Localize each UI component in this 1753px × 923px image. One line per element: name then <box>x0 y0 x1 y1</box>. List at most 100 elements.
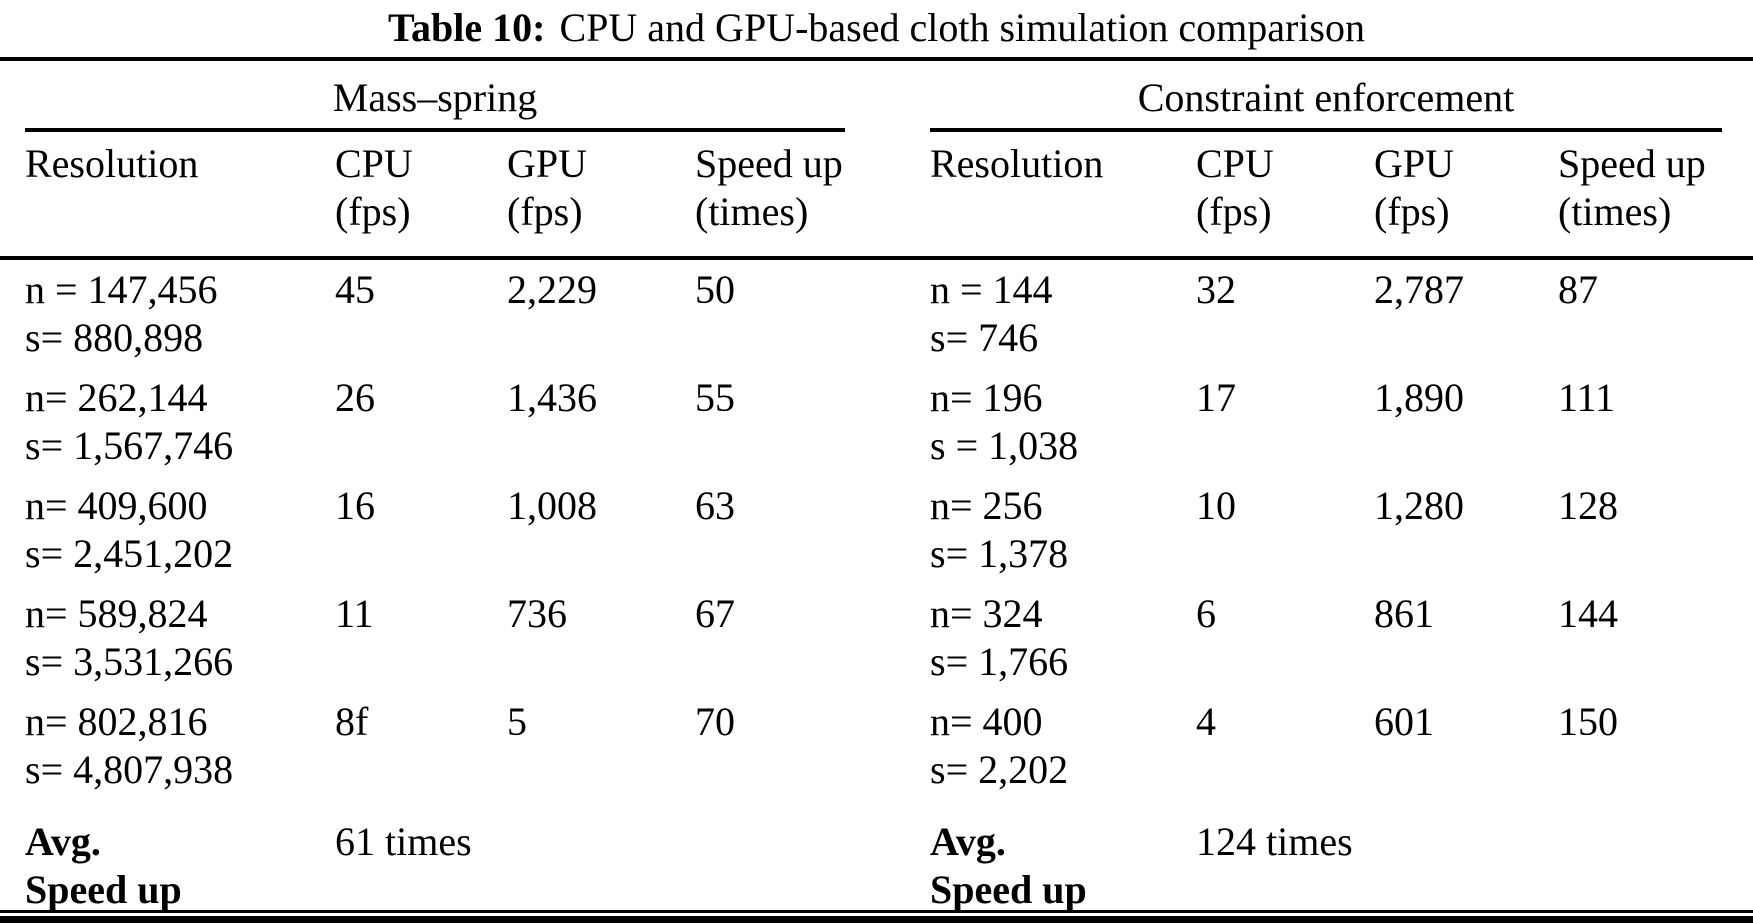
column-header-label: Resolution <box>930 141 1104 186</box>
nodes-value: n= 409,600 <box>25 483 208 528</box>
speedup-cell: 87 <box>1558 267 1598 312</box>
springs-value: s= 3,531,266 <box>25 639 234 684</box>
column-header-label: Speed up <box>695 141 843 186</box>
column-header-cpu: CPU (fps) <box>335 140 507 236</box>
column-header-cpu: CPU (fps) <box>1196 140 1374 236</box>
table-body: n = 144 s= 746 32 2,787 87 n= 196 s = 1,… <box>930 266 1722 914</box>
nodes-value: n = 147,456 <box>25 267 218 312</box>
gpu-fps-cell: 5 <box>507 699 527 744</box>
springs-value: s= 1,567,746 <box>25 423 234 468</box>
column-headers: Resolution CPU (fps) GPU (fps) Speed up … <box>930 140 1722 236</box>
cpu-fps-cell: 4 <box>1196 699 1216 744</box>
nodes-value: n = 144 <box>930 267 1053 312</box>
speedup-cell: 55 <box>695 375 735 420</box>
gpu-fps-cell: 601 <box>1374 699 1434 744</box>
avg-speedup-value: 124 times <box>1196 819 1353 864</box>
column-header-gpu: GPU (fps) <box>1374 140 1558 236</box>
column-header-label: GPU <box>1374 141 1455 186</box>
nodes-value: n= 196 <box>930 375 1043 420</box>
constraint-enforcement-panel: Constraint enforcement Resolution CPU (f… <box>930 0 1722 923</box>
resolution-cell: n= 409,600 s= 2,451,202 <box>25 482 335 578</box>
avg-label-line2: Speed up <box>930 867 1087 912</box>
column-header-unit: (fps) <box>507 189 583 234</box>
avg-label-line1: Avg. <box>930 819 1006 864</box>
avg-speedup-row: Avg. Speed up 124 times <box>930 818 1722 914</box>
table-row: n= 409,600 s= 2,451,202 16 1,008 63 <box>25 482 845 590</box>
cpu-fps-cell: 17 <box>1196 375 1236 420</box>
table-caption: Table 10: CPU and GPU-based cloth simulat… <box>0 4 1753 52</box>
column-header-label: CPU <box>335 141 413 186</box>
resolution-cell: n= 256 s= 1,378 <box>930 482 1196 578</box>
table-title-text: CPU and GPU-based cloth simulation compa… <box>559 5 1365 50</box>
gpu-fps-cell: 1,280 <box>1374 483 1464 528</box>
springs-value: s= 2,202 <box>930 747 1069 792</box>
speedup-cell: 128 <box>1558 483 1618 528</box>
table-row: n= 262,144 s= 1,567,746 26 1,436 55 <box>25 374 845 482</box>
top-rule <box>0 57 1753 61</box>
table-number: Table 10: <box>388 5 546 50</box>
column-header-gpu: GPU (fps) <box>507 140 695 236</box>
speedup-cell: 67 <box>695 591 735 636</box>
gpu-fps-cell: 861 <box>1374 591 1434 636</box>
avg-speedup-row: Avg. Speed up 61 times <box>25 818 845 914</box>
table-row: n= 802,816 s= 4,807,938 8f 5 70 <box>25 698 845 806</box>
mass-spring-panel: Mass–spring Resolution CPU (fps) GPU (fp… <box>25 0 845 923</box>
resolution-cell: n= 589,824 s= 3,531,266 <box>25 590 335 686</box>
avg-speedup-label: Avg. Speed up <box>930 818 1196 914</box>
resolution-cell: n= 400 s= 2,202 <box>930 698 1196 794</box>
speedup-cell: 111 <box>1558 375 1616 420</box>
panel-title-constraint-enforcement: Constraint enforcement <box>1137 75 1515 120</box>
table-row: n= 400 s= 2,202 4 601 150 <box>930 698 1722 806</box>
gpu-fps-cell: 1,008 <box>507 483 597 528</box>
column-headers: Resolution CPU (fps) GPU (fps) Speed up … <box>25 140 845 236</box>
table-row: n = 144 s= 746 32 2,787 87 <box>930 266 1722 374</box>
springs-value: s= 1,766 <box>930 639 1069 684</box>
table-body: n = 147,456 s= 880,898 45 2,229 50 n= 26… <box>25 266 845 914</box>
cpu-fps-cell: 16 <box>335 483 375 528</box>
resolution-cell: n = 147,456 s= 880,898 <box>25 266 335 362</box>
speedup-cell: 63 <box>695 483 735 528</box>
avg-label-line1: Avg. <box>25 819 101 864</box>
gpu-fps-cell: 1,436 <box>507 375 597 420</box>
resolution-cell: n= 196 s = 1,038 <box>930 374 1196 470</box>
cpu-fps-cell: 45 <box>335 267 375 312</box>
column-header-resolution: Resolution <box>930 140 1196 236</box>
column-header-unit: (fps) <box>335 189 411 234</box>
nodes-value: n= 589,824 <box>25 591 208 636</box>
panel-underline <box>25 128 845 132</box>
resolution-cell: n= 324 s= 1,766 <box>930 590 1196 686</box>
avg-speedup-label: Avg. Speed up <box>25 818 335 914</box>
column-header-label: GPU <box>507 141 588 186</box>
column-header-label: CPU <box>1196 141 1274 186</box>
bottom-rule-thin <box>0 910 1753 913</box>
avg-speedup-value: 61 times <box>335 819 472 864</box>
column-header-unit: (times) <box>1558 189 1672 234</box>
column-header-unit: (times) <box>695 189 809 234</box>
header-rule <box>0 256 1753 260</box>
cpu-fps-cell: 32 <box>1196 267 1236 312</box>
table-row: n = 147,456 s= 880,898 45 2,229 50 <box>25 266 845 374</box>
table-row: n= 256 s= 1,378 10 1,280 128 <box>930 482 1722 590</box>
column-header-label: Resolution <box>25 141 199 186</box>
nodes-value: n= 400 <box>930 699 1043 744</box>
gpu-fps-cell: 1,890 <box>1374 375 1464 420</box>
table-row: n= 324 s= 1,766 6 861 144 <box>930 590 1722 698</box>
springs-value: s= 1,378 <box>930 531 1069 576</box>
column-header-label: Speed up <box>1558 141 1706 186</box>
springs-value: s = 1,038 <box>930 423 1079 468</box>
column-header-speedup: Speed up (times) <box>695 140 845 236</box>
gpu-fps-cell: 736 <box>507 591 567 636</box>
springs-value: s= 880,898 <box>25 315 204 360</box>
column-header-resolution: Resolution <box>25 140 335 236</box>
gpu-fps-cell: 2,229 <box>507 267 597 312</box>
cpu-fps-cell: 8f <box>335 699 369 744</box>
cpu-fps-cell: 11 <box>335 591 374 636</box>
resolution-cell: n= 802,816 s= 4,807,938 <box>25 698 335 794</box>
springs-value: s= 4,807,938 <box>25 747 234 792</box>
speedup-cell: 70 <box>695 699 735 744</box>
table-row: n= 589,824 s= 3,531,266 11 736 67 <box>25 590 845 698</box>
column-header-unit: (fps) <box>1374 189 1450 234</box>
speedup-cell: 144 <box>1558 591 1618 636</box>
table-row: n= 196 s = 1,038 17 1,890 111 <box>930 374 1722 482</box>
